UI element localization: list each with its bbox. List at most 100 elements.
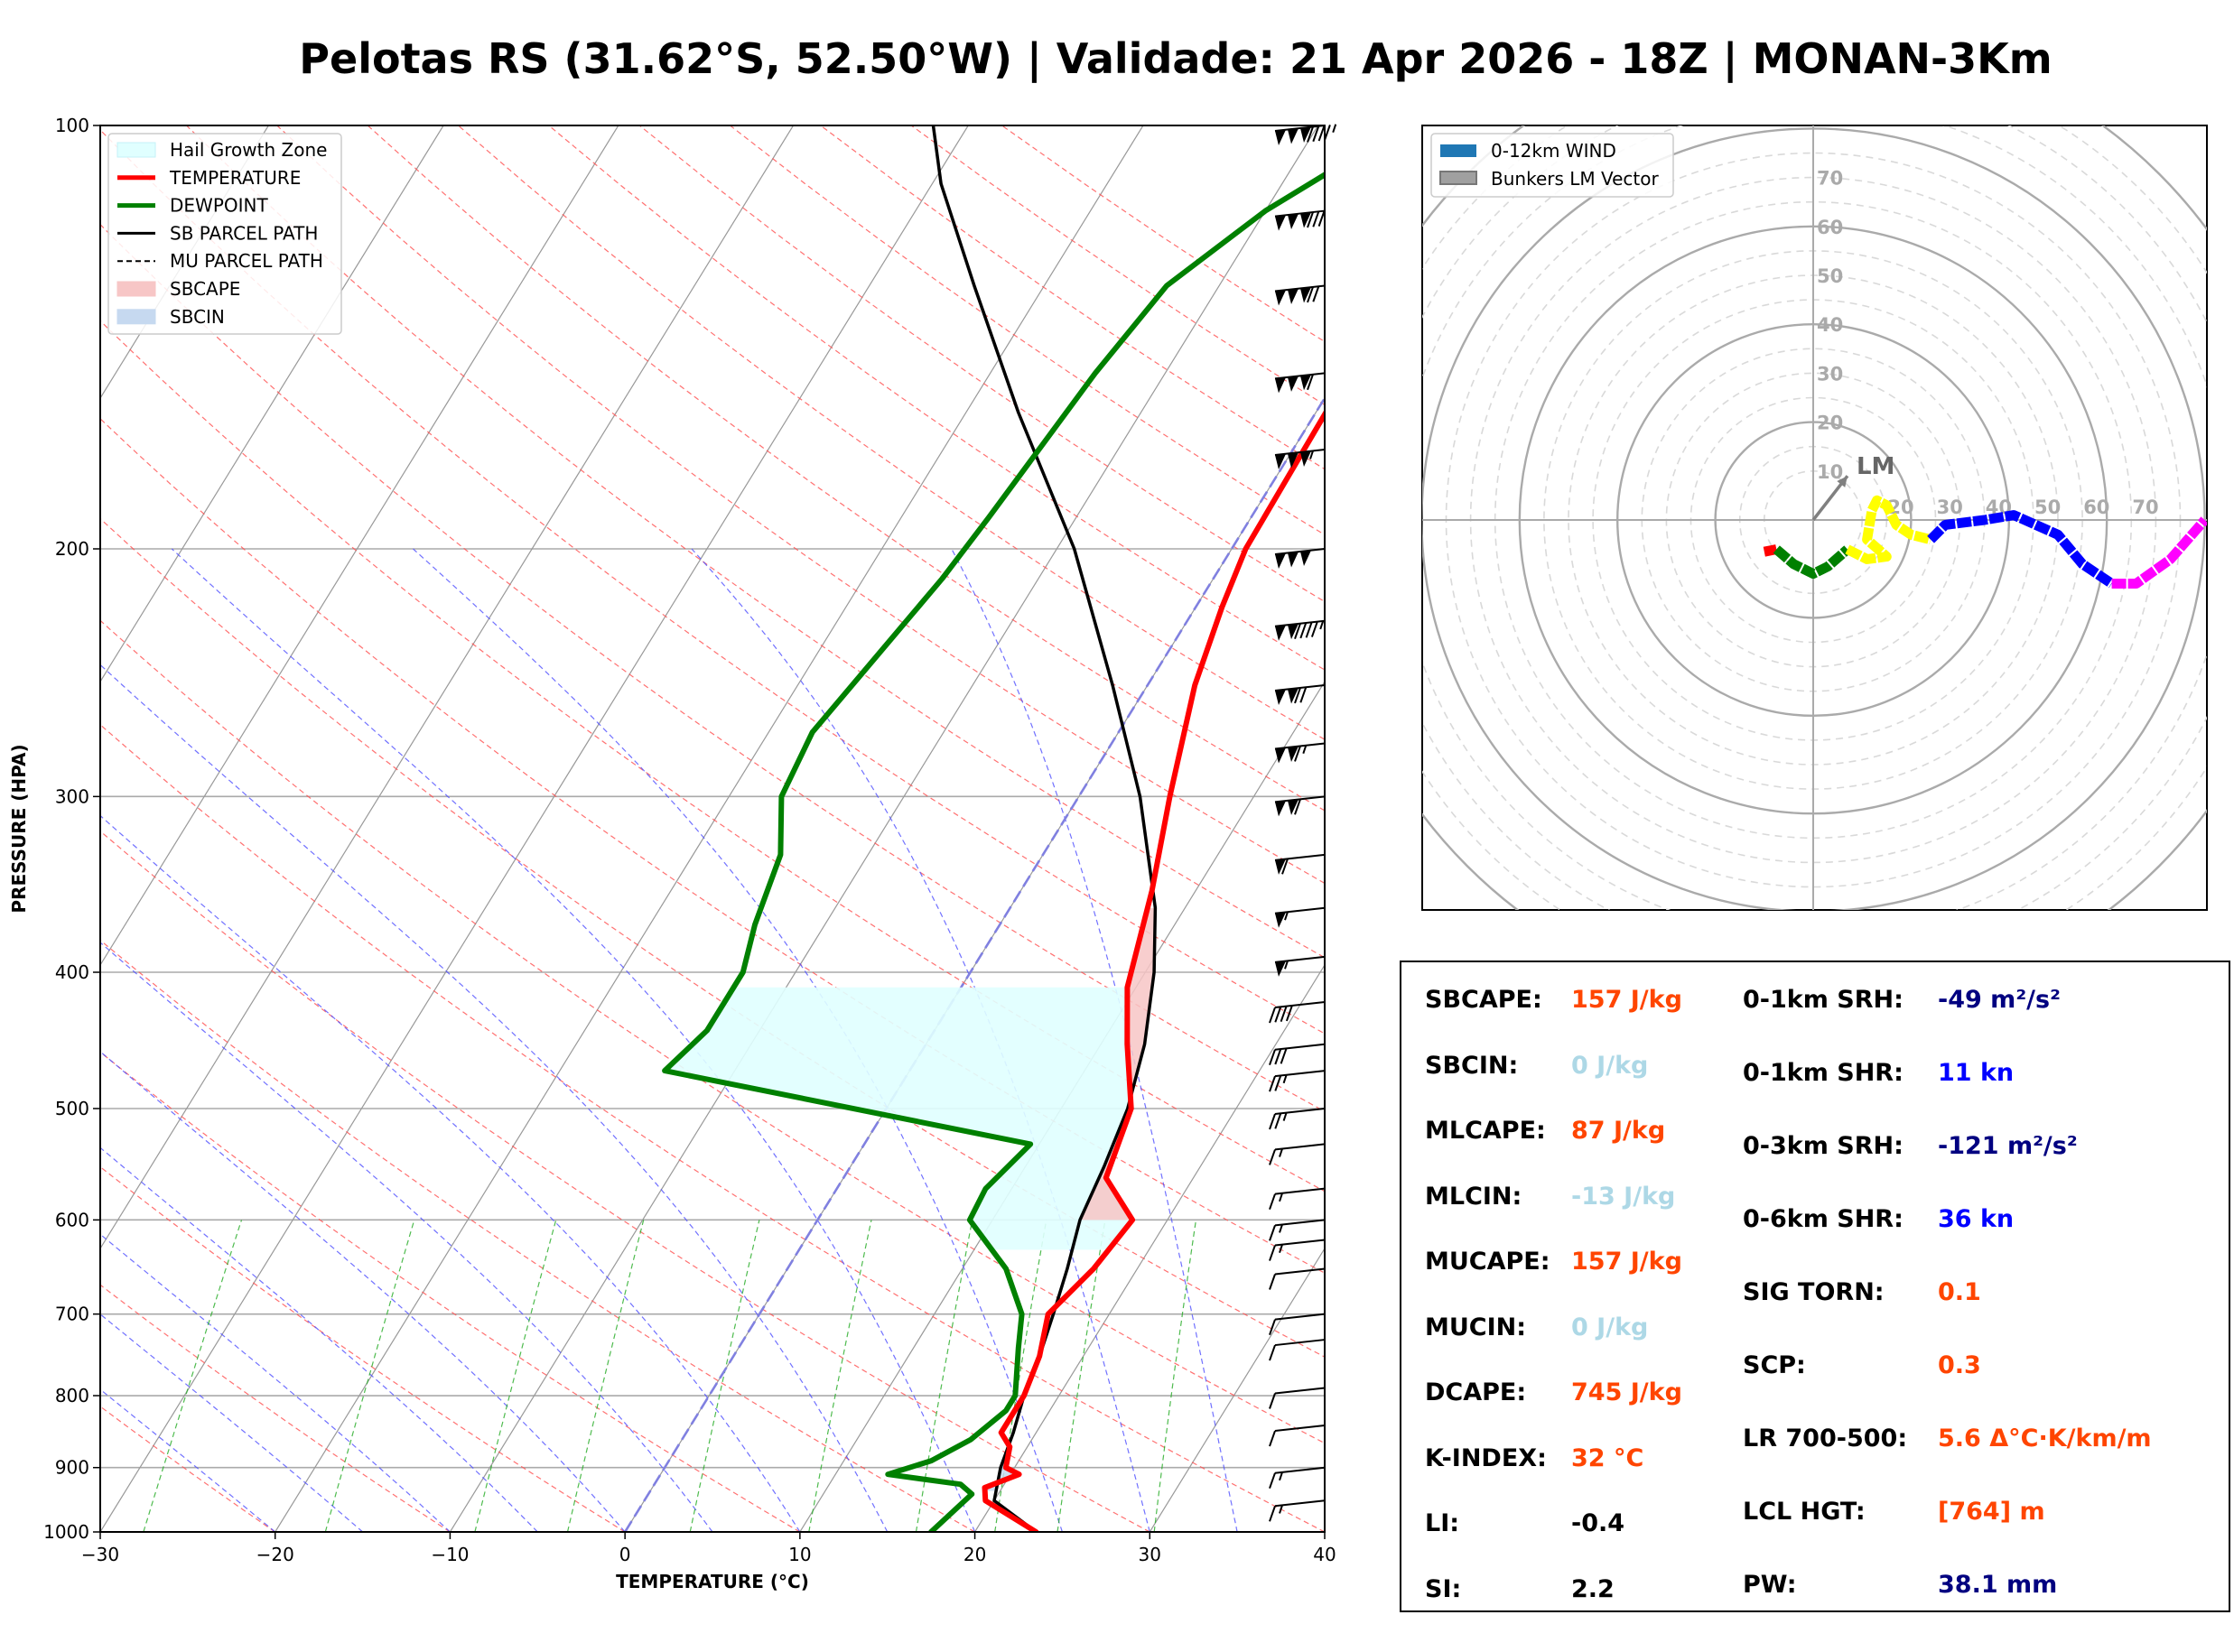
wind-barb-shaft xyxy=(1274,853,1326,861)
wind-barb-shaft xyxy=(1274,1466,1326,1474)
wind-barb-half xyxy=(1319,620,1325,630)
lm-label: LM xyxy=(1857,453,1894,480)
isotherm-line xyxy=(799,680,1325,1532)
wind-barb-half xyxy=(1279,1471,1283,1481)
hodograph-ring-label: 50 xyxy=(1817,265,1843,287)
y-tick-label: 800 xyxy=(55,1385,89,1406)
wind-barb-full xyxy=(1294,798,1301,815)
hodograph-legend xyxy=(1430,133,1674,198)
wind-barb-shaft xyxy=(1274,955,1326,963)
stat-label: 0-6km SHR: xyxy=(1743,1205,1904,1233)
wind-barb xyxy=(1269,1425,1326,1447)
wind-barb xyxy=(1274,449,1326,470)
hodograph-axis-label: 70 xyxy=(2132,497,2158,518)
wind-barb xyxy=(1274,124,1337,145)
wind-barb-shaft xyxy=(1274,209,1326,218)
wind-barb xyxy=(1269,1267,1326,1290)
x-tick-label: 10 xyxy=(788,1544,811,1565)
legend-label: Bunkers LM Vector xyxy=(1491,168,1660,190)
wind-barb-full xyxy=(1269,1505,1276,1522)
isotherm-line xyxy=(100,125,444,683)
hail-growth-zone xyxy=(665,987,1133,1250)
mixing-ratio-line xyxy=(1153,1220,1197,1532)
wind-barb xyxy=(1274,619,1326,641)
wind-barb xyxy=(1269,1499,1326,1522)
wind-barb-flag xyxy=(1275,129,1286,145)
moist-adiabat-line xyxy=(100,664,889,1532)
wind-barb-full xyxy=(1269,1344,1276,1361)
hodograph-ring-label: 40 xyxy=(1817,314,1843,336)
moist-adiabat-line xyxy=(100,1233,451,1532)
wind-barb-full xyxy=(1281,858,1289,875)
wind-barb-shaft xyxy=(1274,1001,1326,1009)
wind-barb-full xyxy=(1312,210,1320,227)
hodograph-axis-label: 30 xyxy=(1937,497,1963,518)
stat-value: 745 J/kg xyxy=(1571,1378,1682,1406)
dry-adiabat-line xyxy=(100,830,1150,1532)
stat-label: K-INDEX: xyxy=(1425,1443,1547,1472)
legend-label: DEWPOINT xyxy=(170,195,268,217)
stat-label: DCAPE: xyxy=(1425,1378,1527,1406)
y-tick-label: 600 xyxy=(55,1209,89,1230)
wind-barb-half xyxy=(1309,450,1314,459)
wind-barb-flag xyxy=(1288,688,1299,704)
x-tick-label: 20 xyxy=(963,1544,986,1565)
y-tick-label: 100 xyxy=(55,115,89,136)
wind-barb-full xyxy=(1317,210,1326,227)
moist-adiabat-line xyxy=(100,942,713,1532)
wind-barb-flag xyxy=(1300,450,1311,467)
stat-label: SI: xyxy=(1425,1574,1462,1603)
wind-barb-flag xyxy=(1275,912,1286,928)
mixing-ratio-line xyxy=(1056,1220,1106,1532)
wind-barb-shaft xyxy=(1274,1187,1326,1195)
wind-barb-full xyxy=(1269,1007,1276,1024)
wind-barb-flag xyxy=(1275,215,1286,231)
wind-barb-shaft xyxy=(1274,1070,1326,1078)
wind-barb-full xyxy=(1299,622,1308,639)
wind-barb-flag xyxy=(1275,453,1286,470)
wind-barb-flag xyxy=(1288,552,1299,568)
stat-value: 0.3 xyxy=(1938,1351,1981,1379)
wind-barb-flag xyxy=(1275,552,1286,570)
wind-barb-full xyxy=(1269,1193,1276,1210)
wind-barb-half xyxy=(1279,1224,1283,1233)
isotherm-line xyxy=(100,125,269,400)
wind-barb xyxy=(1274,742,1326,764)
wind-barb-shaft xyxy=(1274,284,1326,292)
wind-barb-full xyxy=(1294,746,1301,762)
wind-barb-half xyxy=(1282,1112,1288,1121)
legend-swatch xyxy=(116,309,156,325)
wind-barb-shaft xyxy=(1274,1108,1326,1115)
mixing-ratio-line xyxy=(808,1220,872,1532)
mixing-ratio-line xyxy=(474,1220,557,1532)
y-tick-label: 300 xyxy=(55,785,89,807)
stat-label: SBCIN: xyxy=(1425,1051,1519,1080)
moist-adiabat-line xyxy=(171,548,976,1532)
wind-barb-full xyxy=(1269,1149,1276,1165)
wind-barb xyxy=(1269,1070,1326,1092)
wind-barb xyxy=(1269,1313,1326,1335)
wind-barb-full xyxy=(1307,211,1314,228)
dry-adiabat-line xyxy=(100,939,975,1532)
wind-barb-full xyxy=(1299,686,1308,703)
wind-barb-flag xyxy=(1300,287,1311,303)
wind-barb-full xyxy=(1269,1075,1276,1092)
hodograph-ring-label: 10 xyxy=(1817,461,1843,483)
wind-barb-full xyxy=(1317,125,1326,142)
sb-parcel-path-line xyxy=(931,125,1158,1532)
stat-value: 157 J/kg xyxy=(1571,1248,1682,1276)
wind-barb-shaft xyxy=(1274,1339,1326,1347)
wind-barb-full xyxy=(1274,1075,1282,1091)
stats-panel: SBCAPE: 157 J/kg SBCIN: 0 J/kg MLCAPE: 87 J/k… xyxy=(1400,961,2230,1612)
wind-barb-flag xyxy=(1275,961,1286,977)
skew-t-legend xyxy=(107,133,342,335)
dry-adiabat-line xyxy=(100,1165,626,1532)
wind-barb xyxy=(1269,1339,1326,1361)
stat-label: MUCIN: xyxy=(1425,1313,1527,1341)
wind-barb-full xyxy=(1269,1472,1276,1490)
wind-barb-full xyxy=(1294,687,1301,704)
wind-barb-shaft xyxy=(1274,1143,1326,1151)
wind-barb-full xyxy=(1269,1225,1276,1241)
sbcape-fill xyxy=(1079,907,1156,1220)
